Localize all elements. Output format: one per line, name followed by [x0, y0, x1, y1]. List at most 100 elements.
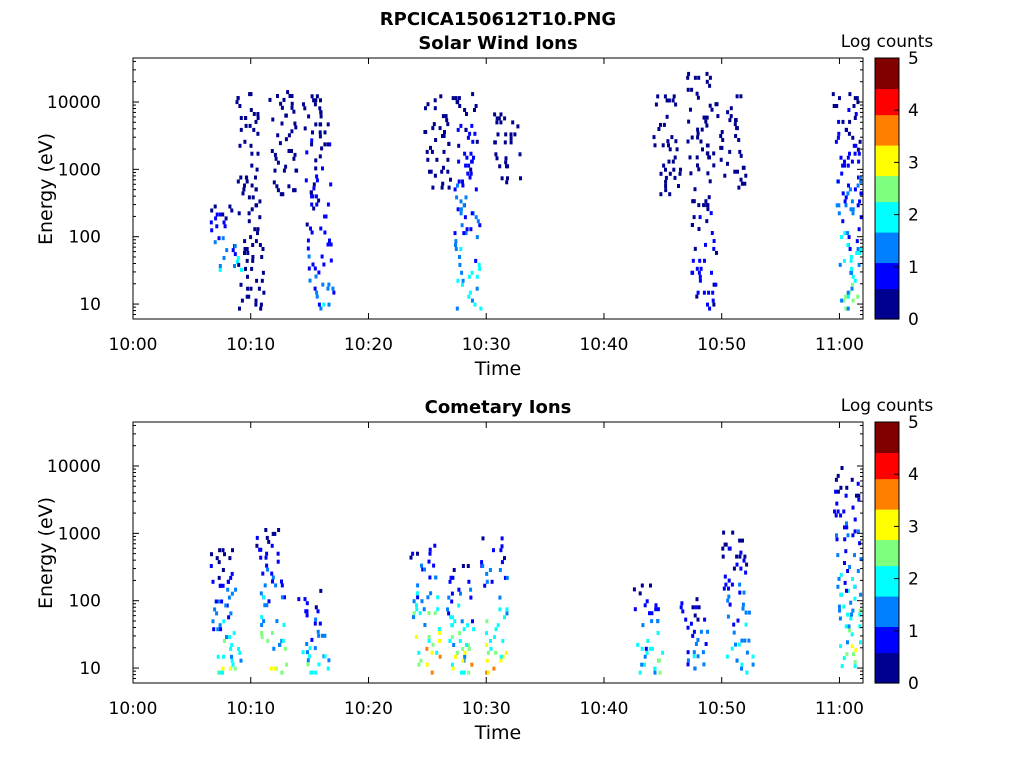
colorbar-segment: [875, 430, 899, 436]
heatmap-cell: [505, 607, 509, 612]
heatmap-cell: [693, 613, 697, 618]
heatmap-cell: [724, 582, 728, 587]
heatmap-cell: [509, 136, 513, 141]
heatmap-cell: [292, 156, 296, 161]
heatmap-cell: [217, 560, 221, 565]
heatmap-cell: [671, 159, 675, 164]
heatmap-cell: [215, 611, 219, 616]
heatmap-cell: [239, 282, 243, 287]
heatmap-cell: [227, 595, 231, 600]
x-tick-label: 10:40: [579, 699, 628, 719]
colorbar-segment: [875, 604, 899, 610]
heatmap-cell: [448, 579, 452, 584]
heatmap-cell: [744, 570, 748, 575]
heatmap-cell: [851, 533, 855, 538]
colorbar-segment: [875, 565, 899, 571]
heatmap-cell: [740, 181, 744, 186]
heatmap-cell: [504, 650, 508, 655]
heatmap-cell: [851, 274, 855, 279]
heatmap-cell: [271, 575, 275, 580]
heatmap-cell: [323, 130, 327, 135]
colorbar-segment: [875, 114, 899, 120]
heatmap-cell: [858, 624, 862, 629]
heatmap-cell: [319, 98, 322, 103]
heatmap-cell: [328, 142, 332, 147]
colorbar-segment: [875, 443, 899, 449]
heatmap-cell: [437, 627, 441, 631]
heatmap-cell: [686, 139, 690, 144]
colorbar-segment: [875, 305, 899, 311]
heatmap-cell: [275, 619, 279, 624]
heatmap-cell: [489, 646, 493, 651]
colorbar-segment: [875, 426, 899, 432]
heatmap-cell: [297, 597, 301, 602]
heatmap-cell: [266, 638, 270, 643]
heatmap-cell: [735, 658, 739, 663]
heatmap-cell: [282, 97, 286, 102]
heatmap-cell: [445, 118, 449, 123]
heatmap-cell: [458, 255, 461, 259]
heatmap-cell: [230, 591, 234, 596]
heatmap-cell: [249, 235, 253, 240]
heatmap-cell: [730, 582, 734, 587]
heatmap-cell: [284, 113, 288, 118]
heatmap-cell: [318, 134, 322, 139]
heatmap-cell: [283, 646, 287, 651]
heatmap-cell: [485, 631, 488, 636]
heatmap-cell: [319, 306, 323, 311]
heatmap-cell: [726, 598, 730, 603]
heatmap-cell: [274, 156, 278, 161]
heatmap-cell: [712, 239, 716, 243]
heatmap-cell: [648, 611, 651, 616]
heatmap-cell: [664, 188, 668, 193]
heatmap-cell: [222, 619, 226, 624]
heatmap-cell: [310, 637, 314, 642]
heatmap-cell: [493, 140, 497, 145]
heatmap-cell: [679, 167, 682, 172]
colorbar-segment: [875, 140, 899, 146]
heatmap-cell: [732, 630, 736, 635]
heatmap-cell: [435, 157, 439, 162]
colorbar-segment: [875, 227, 899, 233]
heatmap-cell: [849, 255, 853, 259]
heatmap-cell: [280, 121, 284, 126]
heatmap-cell: [420, 599, 424, 604]
heatmap-cell: [240, 267, 243, 272]
colorbar-segment: [875, 262, 899, 268]
heatmap-cell: [461, 278, 465, 283]
heatmap-cell: [728, 149, 732, 154]
heatmap-cell: [454, 247, 458, 251]
heatmap-cell: [480, 560, 484, 565]
heatmap-cell: [459, 123, 463, 128]
heatmap-cell: [470, 123, 474, 128]
heatmap-cell: [457, 587, 461, 592]
heatmap-cell: [847, 628, 851, 633]
heatmap-cell: [216, 599, 220, 604]
heatmap-cell: [747, 638, 751, 643]
heatmap-cell: [280, 579, 283, 584]
heatmap-cell: [225, 248, 229, 253]
heatmap-cell: [696, 617, 700, 622]
heatmap-cell: [496, 132, 500, 137]
heatmap-cell: [315, 94, 319, 99]
heatmap-cell: [726, 110, 730, 115]
heatmap-cell: [693, 666, 697, 671]
heatmap-cell: [320, 254, 324, 259]
heatmap-cell: [503, 140, 507, 145]
heatmap-cell: [243, 183, 246, 188]
heatmap-cell: [310, 202, 314, 207]
heatmap-cell: [210, 208, 214, 213]
heatmap-cell: [269, 666, 273, 671]
colorbar-tick-label: 1: [908, 258, 919, 278]
heatmap-cell: [727, 546, 731, 551]
heatmap-cell: [209, 564, 213, 568]
heatmap-cell: [439, 94, 443, 99]
heatmap-cell: [231, 548, 234, 553]
heatmap-cell: [857, 493, 861, 498]
heatmap-cell: [675, 147, 679, 152]
heatmap-cell: [254, 298, 258, 303]
heatmap-cell: [423, 567, 426, 572]
heatmap-cell: [690, 87, 694, 92]
heatmap-cell: [228, 204, 232, 209]
heatmap-cell: [661, 650, 665, 655]
